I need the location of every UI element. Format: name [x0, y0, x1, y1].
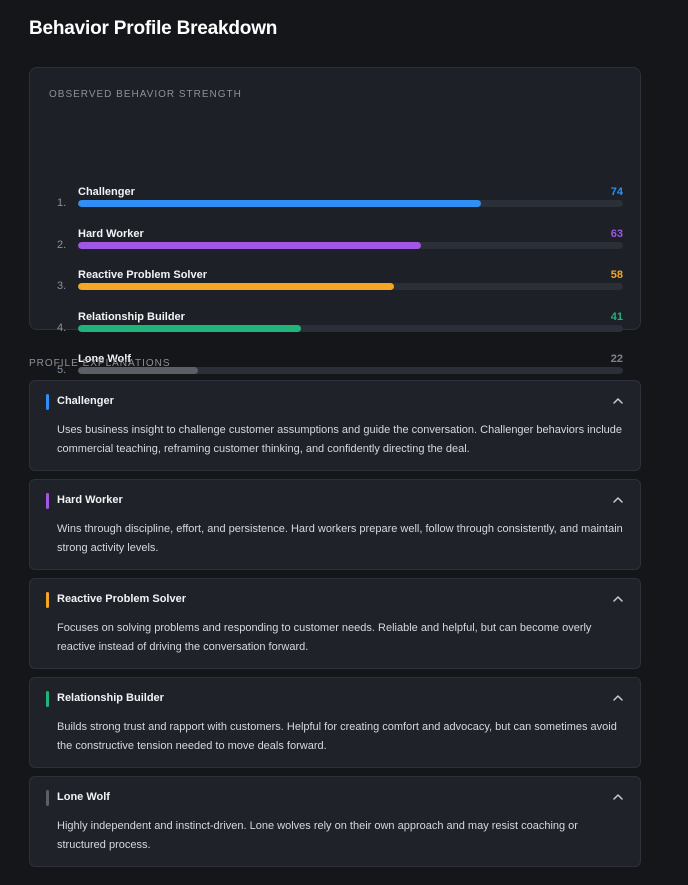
behavior-strength-card: OBSERVED BEHAVIOR STRENGTH 1. Challenger… — [29, 67, 642, 376]
explanation-text: Focuses on solving problems and respondi… — [57, 622, 592, 653]
explanation-card-challenger[interactable]: Challenger Uses business insight to chal… — [29, 380, 641, 471]
strength-row-relationship-builder: 4. Relationship Builder 41 — [30, 311, 642, 351]
strength-value: 41 — [610, 311, 623, 323]
chevron-up-icon[interactable] — [612, 693, 624, 703]
strength-bar-fill — [78, 325, 302, 332]
strength-rank: 1. — [57, 197, 67, 209]
strength-bar-fill — [78, 283, 395, 290]
strength-value: 58 — [610, 269, 623, 281]
strength-value: 22 — [610, 353, 623, 365]
strength-row-lone-wolf: 5. Lone Wolf 22 — [30, 353, 642, 393]
explanation-text: Builds strong trust and rapport with cus… — [57, 721, 617, 752]
explanation-card-hard-worker[interactable]: Hard Worker Wins through discipline, eff… — [29, 479, 641, 570]
strength-row-reactive-problem-solver: 3. Reactive Problem Solver 58 — [30, 269, 642, 309]
page-title: Behavior Profile Breakdown — [29, 18, 278, 39]
chevron-up-icon[interactable] — [612, 594, 624, 604]
explanation-text: Highly independent and instinct-driven. … — [57, 820, 578, 851]
chevron-up-icon[interactable] — [612, 495, 624, 505]
strength-bar-track — [78, 283, 623, 290]
explanation-title: Hard Worker — [57, 494, 123, 506]
strength-label: Challenger — [78, 186, 135, 198]
strength-rank: 2. — [57, 239, 67, 251]
strength-label: Hard Worker — [78, 228, 144, 240]
strength-label: Lone Wolf — [78, 353, 131, 365]
explanation-title: Lone Wolf — [57, 791, 110, 803]
strength-value: 63 — [610, 228, 623, 240]
strength-row-hard-worker: 2. Hard Worker 63 — [30, 228, 642, 268]
strength-bar-fill — [78, 242, 422, 249]
strength-bar-track — [78, 367, 623, 374]
strength-heading: OBSERVED BEHAVIOR STRENGTH — [49, 89, 242, 100]
accent-bar — [46, 691, 49, 707]
strength-bar-track — [78, 200, 623, 207]
strength-row-challenger: 1. Challenger 74 — [30, 186, 642, 226]
strength-bar-track — [78, 242, 623, 249]
explanations-heading: PROFILE EXPLANATIONS — [29, 358, 171, 369]
explanation-title: Reactive Problem Solver — [57, 593, 187, 605]
chevron-up-icon[interactable] — [612, 792, 624, 802]
strength-bar-fill — [78, 367, 198, 374]
strength-rank: 5. — [57, 364, 67, 376]
explanation-card-lone-wolf[interactable]: Lone Wolf Highly independent and instinc… — [29, 776, 641, 867]
chevron-up-icon[interactable] — [612, 396, 624, 406]
explanation-text: Wins through discipline, effort, and per… — [57, 523, 623, 554]
accent-bar — [46, 790, 49, 806]
strength-rank: 3. — [57, 280, 67, 292]
accent-bar — [46, 394, 49, 410]
explanation-card-relationship-builder[interactable]: Relationship Builder Builds strong trust… — [29, 677, 641, 768]
accent-bar — [46, 493, 49, 509]
explanation-title: Relationship Builder — [57, 692, 164, 704]
strength-bar-track — [78, 325, 623, 332]
strength-rank: 4. — [57, 322, 67, 334]
explanation-card-reactive-problem-solver[interactable]: Reactive Problem Solver Focuses on solvi… — [29, 578, 641, 669]
strength-label: Relationship Builder — [78, 311, 185, 323]
explanation-text: Uses business insight to challenge custo… — [57, 424, 622, 455]
strength-value: 74 — [610, 186, 623, 198]
accent-bar — [46, 592, 49, 608]
strength-bar-fill — [78, 200, 482, 207]
strength-label: Reactive Problem Solver — [78, 269, 208, 281]
explanation-title: Challenger — [57, 395, 114, 407]
